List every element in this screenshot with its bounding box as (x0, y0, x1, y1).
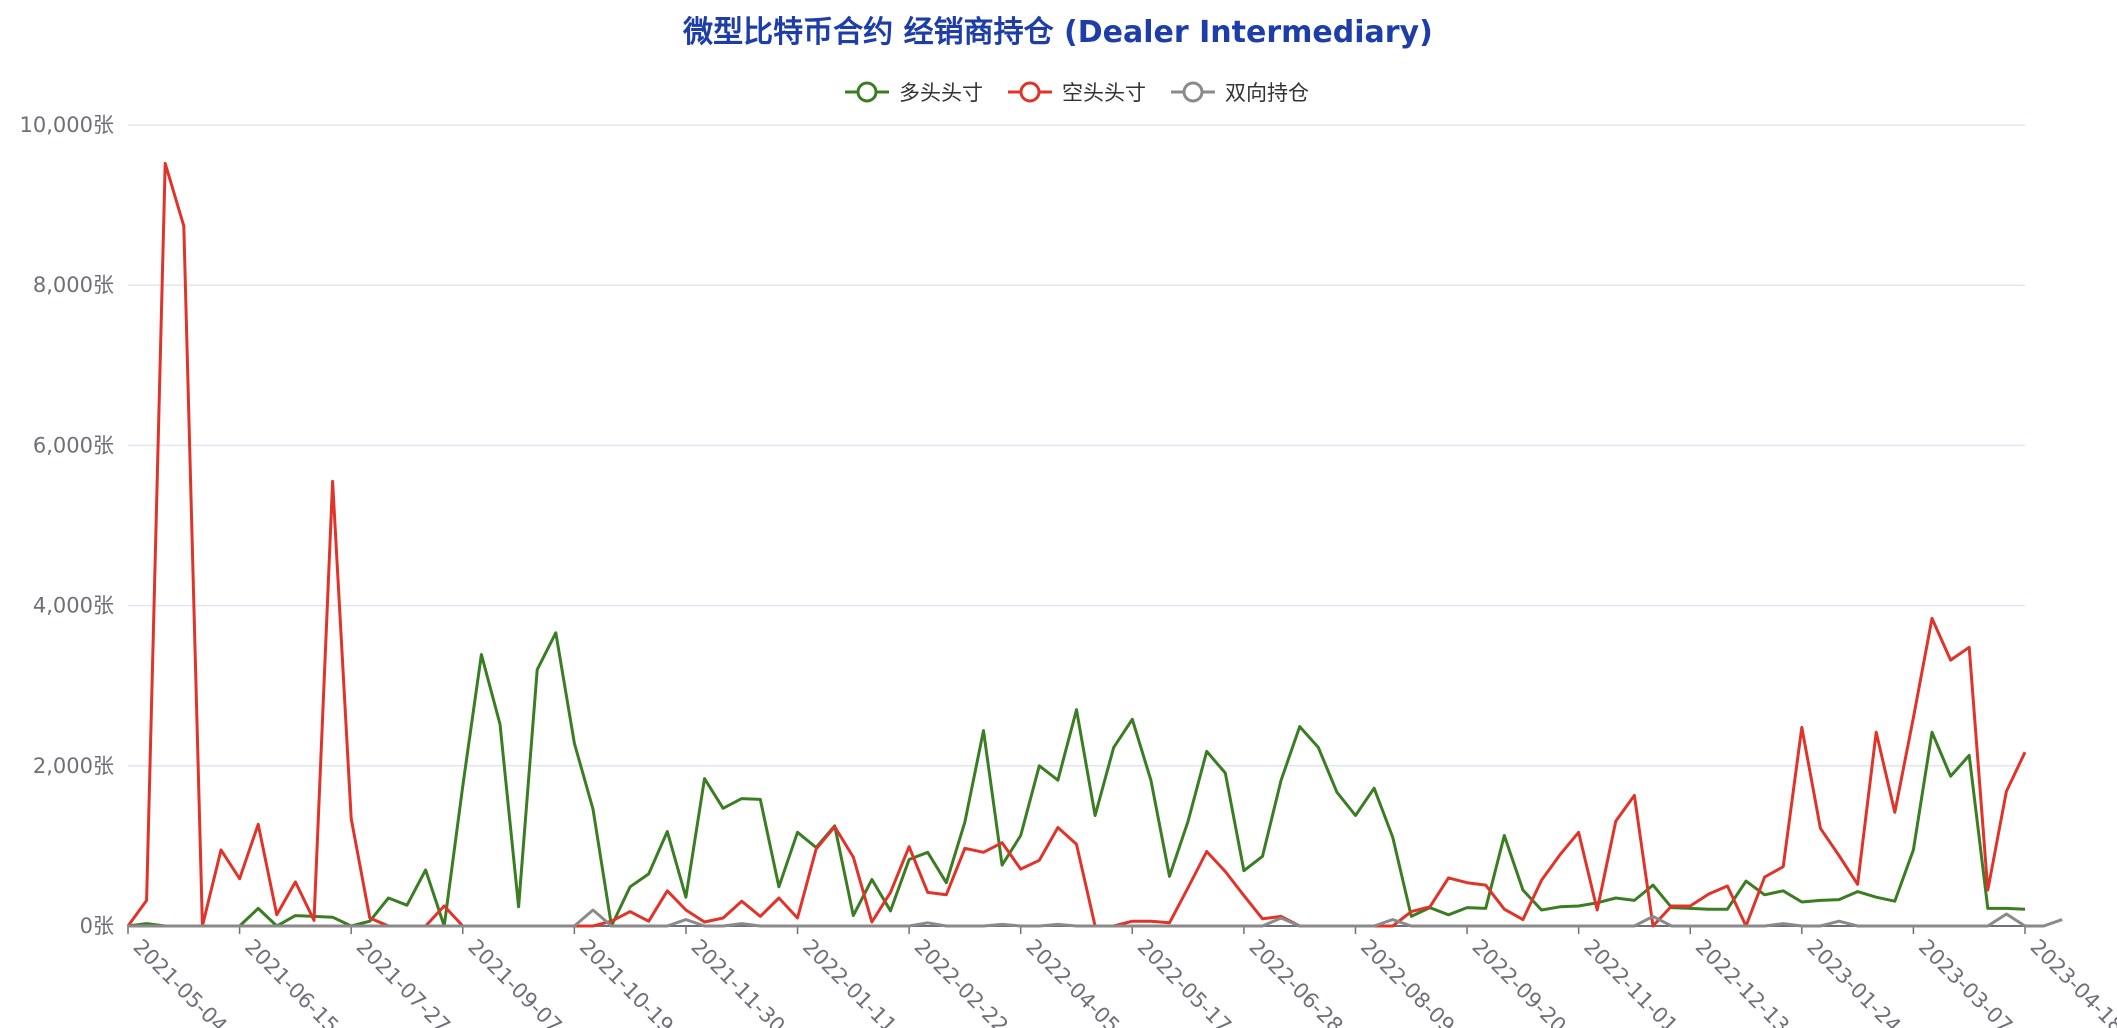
x-axis: 2021-05-04 2021-06-15 2021-07-27 2021-09-07… (127, 926, 2117, 1028)
y-tick-label: 10,000张 (20, 113, 114, 137)
x-tick-label: 2021-10-19 (575, 935, 678, 1028)
x-tick-label: 2023-03-07 (1914, 935, 2017, 1028)
x-tick-label: 2022-11-01 (1579, 935, 1682, 1028)
legend-label: 双向持仓 (1225, 81, 1309, 105)
y-tick-label: 8,000张 (33, 273, 114, 297)
y-axis: 0张 2,000张 4,000张 6,000张 8,000张 10,000张 (20, 113, 114, 938)
y-tick-label: 2,000张 (33, 754, 114, 778)
legend-circle-marker (856, 81, 878, 103)
legend-item-2[interactable]: 双向持仓 (1171, 81, 1309, 105)
x-tick-label: 2023-01-24 (1802, 935, 1905, 1028)
y-tick-label: 6,000张 (33, 433, 114, 457)
legend-circle-marker (1182, 81, 1204, 103)
x-tick-label: 2022-01-11 (798, 935, 901, 1028)
y-tick-label: 4,000张 (33, 594, 114, 618)
chart-title: 微型比特币合约 经销商持仓 (Dealer Intermediary) (682, 15, 1433, 50)
x-tick-label: 2022-05-17 (1133, 935, 1236, 1028)
y-tick-label: 0张 (80, 914, 114, 938)
series-line-2[interactable] (128, 908, 2063, 928)
x-tick-label: 2022-08-09 (1356, 935, 1459, 1028)
x-tick-label: 2021-05-04 (128, 935, 231, 1028)
x-tick-label: 2022-02-22 (910, 935, 1013, 1028)
series-lines[interactable] (126, 161, 2063, 928)
legend[interactable]: 多头头寸 空头头寸 双向持仓 (845, 81, 1309, 105)
x-tick-label: 2021-06-15 (240, 935, 343, 1028)
x-tick-label: 2021-07-27 (352, 935, 455, 1028)
x-tick-label: 2021-09-07 (463, 935, 566, 1028)
x-tick-label: 2022-04-05 (1021, 935, 1124, 1028)
x-tick-label: 2022-12-13 (1691, 935, 1794, 1028)
x-tick-label: 2023-04-18 (2025, 935, 2117, 1028)
x-tick-label: 2022-06-28 (1244, 935, 1347, 1028)
legend-label: 多头头寸 (899, 81, 983, 105)
x-tick-label: 2022-09-20 (1468, 935, 1571, 1028)
x-tick-label: 2021-11-30 (686, 935, 789, 1028)
series-line-1[interactable] (126, 161, 2027, 928)
legend-label: 空头头寸 (1062, 81, 1146, 105)
grid-lines (128, 124, 2025, 927)
legend-item-1[interactable]: 空头头寸 (1008, 81, 1146, 105)
legend-item-0[interactable]: 多头头寸 (845, 81, 983, 105)
legend-circle-marker (1019, 81, 1041, 103)
series-line-0[interactable] (127, 631, 2026, 928)
